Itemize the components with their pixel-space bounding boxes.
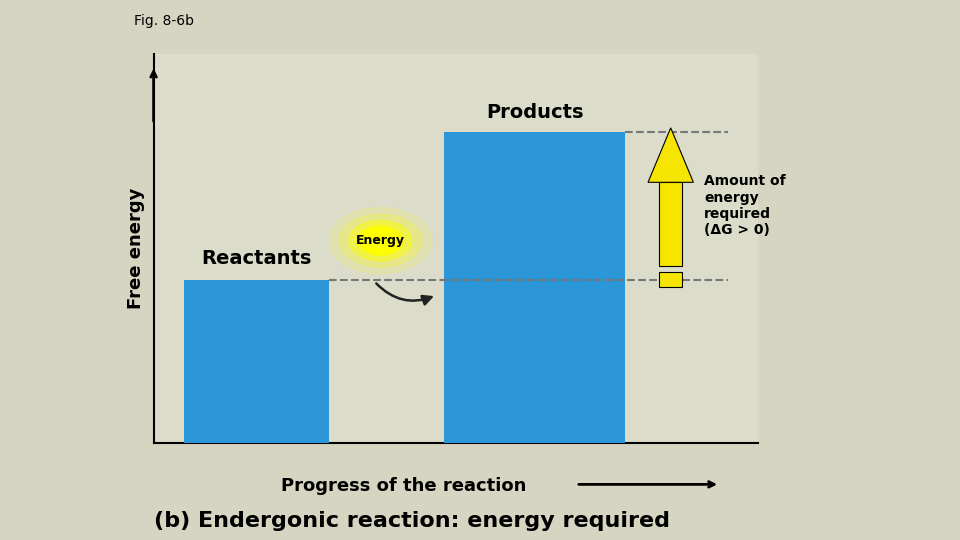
Text: Amount of
energy
required
(ΔG > 0): Amount of energy required (ΔG > 0) xyxy=(704,174,785,237)
Circle shape xyxy=(357,226,403,255)
Circle shape xyxy=(339,214,421,267)
Bar xyxy=(184,280,329,443)
Text: Progress of the reaction: Progress of the reaction xyxy=(280,477,526,495)
Polygon shape xyxy=(648,128,693,183)
Text: Energy: Energy xyxy=(356,234,405,247)
Circle shape xyxy=(329,207,432,274)
Text: (b) Endergonic reaction: energy required: (b) Endergonic reaction: energy required xyxy=(154,511,670,531)
Bar xyxy=(660,272,683,287)
Text: Fig. 8-6b: Fig. 8-6b xyxy=(134,14,194,28)
Text: Reactants: Reactants xyxy=(202,249,312,268)
Bar xyxy=(660,183,683,266)
FancyArrowPatch shape xyxy=(376,284,431,305)
Text: Products: Products xyxy=(486,103,584,122)
Circle shape xyxy=(361,228,399,253)
Circle shape xyxy=(348,220,412,261)
Bar xyxy=(444,132,625,443)
Y-axis label: Free energy: Free energy xyxy=(128,188,145,309)
